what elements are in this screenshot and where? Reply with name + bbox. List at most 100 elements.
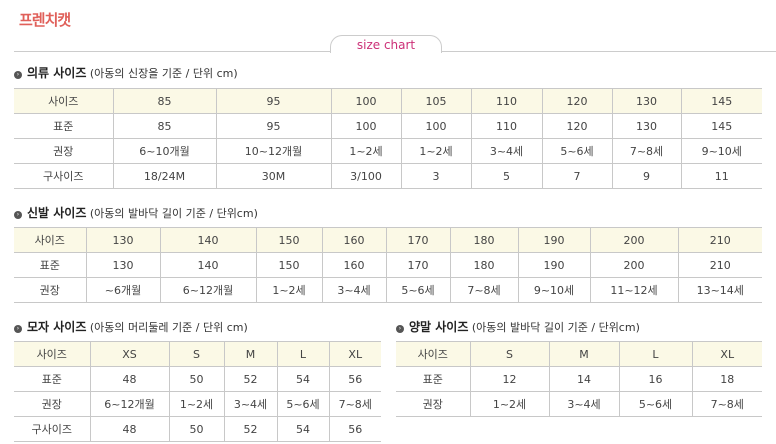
table-cell: 110 xyxy=(470,88,543,114)
bullet-icon: › xyxy=(14,71,22,79)
table-row: 구사이즈 48 50 52 54 56 xyxy=(14,416,381,442)
table-cell: 85 xyxy=(112,113,217,139)
table-cell: 5~6세 xyxy=(541,138,613,164)
table-cell: S xyxy=(168,341,225,367)
table-cell: 1~2세 xyxy=(400,138,472,164)
table-cell: 3~4세 xyxy=(223,391,278,417)
section-note: (아동의 신장을 기준 / 단위 cm) xyxy=(89,67,238,80)
table-cell: 160 xyxy=(321,227,387,253)
table-cell: XL xyxy=(691,341,762,367)
row-label: 구사이즈 xyxy=(14,416,91,442)
table-cell: 6~12개월 xyxy=(89,391,170,417)
table-cell: 160 xyxy=(321,252,387,278)
row-label: 권장 xyxy=(396,391,471,417)
table-cell: 145 xyxy=(680,88,762,114)
row-label: 사이즈 xyxy=(14,341,91,367)
table-cell: 11~12세 xyxy=(589,277,679,303)
table-cell: 13~14세 xyxy=(677,277,762,303)
table-cell: 9~10세 xyxy=(680,138,762,164)
section-title: 모자 사이즈 xyxy=(27,320,87,334)
table-cell: 200 xyxy=(589,252,679,278)
table-cell: 5 xyxy=(470,163,543,189)
table-cell: XL xyxy=(328,341,381,367)
table-cell: 140 xyxy=(159,227,257,253)
table-cell: 200 xyxy=(589,227,679,253)
table-cell: 5~6세 xyxy=(385,277,451,303)
clothing-size-table: 사이즈 85 95 100 105 110 120 130 145 표준 85 95 100 100 110… xyxy=(14,88,762,189)
bullet-icon: › xyxy=(396,325,404,333)
table-cell: 100 xyxy=(330,88,402,114)
table-cell: 145 xyxy=(680,113,762,139)
table-cell: 130 xyxy=(85,227,161,253)
section-header-hat: › 모자 사이즈 (아동의 머리둘레 기준 / 단위 cm) xyxy=(14,318,248,335)
table-cell: 150 xyxy=(255,227,323,253)
table-cell: 16 xyxy=(618,366,693,392)
table-row: 권장 6~12개월 1~2세 3~4세 5~6세 7~8세 xyxy=(14,391,381,417)
table-row: 권장 6~10개월 10~12개월 1~2세 1~2세 3~4세 5~6세 7~8세 9~10세 xyxy=(14,138,762,164)
table-cell: M xyxy=(548,341,620,367)
table-cell: 50 xyxy=(168,416,225,442)
bullet-icon: › xyxy=(14,211,22,219)
row-label: 권장 xyxy=(14,277,87,303)
table-cell: 180 xyxy=(449,252,519,278)
table-cell: 85 xyxy=(112,88,217,114)
row-label: 사이즈 xyxy=(14,227,87,253)
sock-size-table: 사이즈 S M L XL 표준 12 14 16 18 권장 1~2세 3~4세 5~6세 7~8세 xyxy=(396,341,762,417)
section-title: 의류 사이즈 xyxy=(27,66,87,80)
table-cell: 130 xyxy=(611,88,682,114)
table-row: 권장 1~2세 3~4세 5~6세 7~8세 xyxy=(396,391,762,417)
table-cell: 130 xyxy=(611,113,682,139)
table-cell: 190 xyxy=(517,227,591,253)
header-row: 사이즈 S M L XL xyxy=(396,341,762,367)
table-row: 표준 85 95 100 100 110 120 130 145 xyxy=(14,113,762,139)
table-cell: 56 xyxy=(328,366,381,392)
section-note: (아동의 발바닥 길이 기준 / 단위cm) xyxy=(89,207,258,220)
table-cell: 18/24M xyxy=(112,163,217,189)
table-cell: 1~2세 xyxy=(469,391,550,417)
table-cell: 6~10개월 xyxy=(112,138,217,164)
table-cell: 170 xyxy=(385,227,451,253)
table-cell: 52 xyxy=(223,366,278,392)
table-cell: 7~8세 xyxy=(691,391,762,417)
table-cell: 3 xyxy=(400,163,472,189)
table-cell: 3~4세 xyxy=(470,138,543,164)
table-cell: 18 xyxy=(691,366,762,392)
table-cell: 5~6세 xyxy=(276,391,330,417)
table-cell: 140 xyxy=(159,252,257,278)
table-cell: 130 xyxy=(85,252,161,278)
table-cell: 10~12개월 xyxy=(215,138,332,164)
table-cell: S xyxy=(469,341,550,367)
table-cell: 190 xyxy=(517,252,591,278)
tab-size-chart[interactable]: size chart xyxy=(330,35,442,53)
table-cell: L xyxy=(276,341,330,367)
table-cell: 1~2세 xyxy=(255,277,323,303)
header-row: 사이즈 130 140 150 160 170 180 190 200 210 xyxy=(14,227,762,253)
table-cell: 110 xyxy=(470,113,543,139)
section-header-socks: › 양말 사이즈 (아동의 발바닥 길이 기준 / 단위cm) xyxy=(396,318,640,335)
table-cell: 7~8세 xyxy=(328,391,381,417)
table-cell: 210 xyxy=(677,227,762,253)
row-label: 표준 xyxy=(14,252,87,278)
table-cell: 14 xyxy=(548,366,620,392)
table-cell: ~6개월 xyxy=(85,277,161,303)
table-cell: 11 xyxy=(680,163,762,189)
row-label: 구사이즈 xyxy=(14,163,114,189)
table-cell: 120 xyxy=(541,113,613,139)
header-row: 사이즈 85 95 100 105 110 120 130 145 xyxy=(14,88,762,114)
table-cell: 100 xyxy=(400,113,472,139)
row-label: 사이즈 xyxy=(396,341,471,367)
table-cell: 210 xyxy=(677,252,762,278)
table-cell: 170 xyxy=(385,252,451,278)
table-cell: 9 xyxy=(611,163,682,189)
table-cell: 95 xyxy=(215,113,332,139)
table-cell: 95 xyxy=(215,88,332,114)
header-row: 사이즈 XS S M L XL xyxy=(14,341,381,367)
table-row: 구사이즈 18/24M 30M 3/100 3 5 7 9 11 xyxy=(14,163,762,189)
table-cell: 54 xyxy=(276,416,330,442)
row-label: 권장 xyxy=(14,138,114,164)
table-cell: M xyxy=(223,341,278,367)
table-cell: 120 xyxy=(541,88,613,114)
table-row: 표준 48 50 52 54 56 xyxy=(14,366,381,392)
table-row: 표준 130 140 150 160 170 180 190 200 210 xyxy=(14,252,762,278)
section-title: 양말 사이즈 xyxy=(409,320,469,334)
